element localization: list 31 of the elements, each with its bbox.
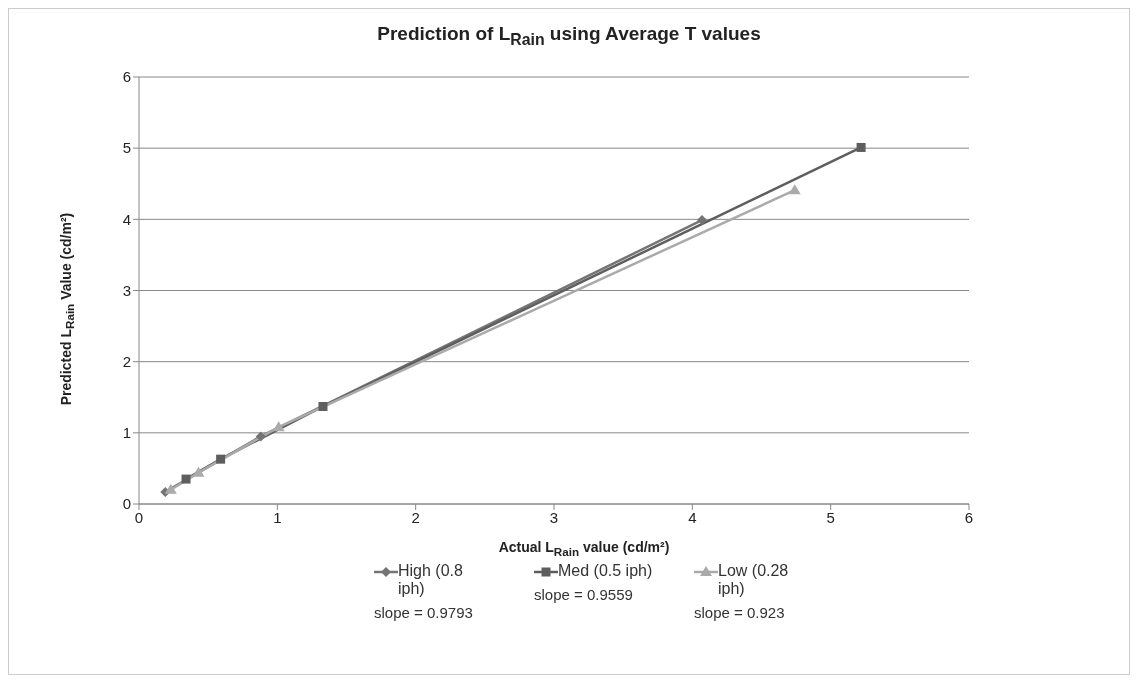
point: [272, 421, 285, 432]
x-tick-label: 5: [826, 508, 835, 526]
text: slope = 0.9793: [374, 603, 473, 621]
point: [318, 402, 328, 411]
chart-title: Prediction of L$_{Rain}$ using Average T values: [377, 23, 761, 48]
text: slope = 0.9559: [534, 585, 633, 603]
y-tick-label: 2: [122, 352, 131, 370]
point: [164, 483, 177, 494]
x-tick-label: 0: [134, 508, 144, 526]
y-tick-label: 6: [122, 68, 131, 86]
x-tick-label: 1: [273, 508, 282, 526]
y-tick-label: 0: [122, 495, 131, 513]
y-tick-label: 1: [122, 424, 131, 442]
text: slope = 0.923: [694, 603, 785, 621]
point: [856, 142, 866, 152]
x-tick-label: 6: [964, 508, 974, 526]
point: [697, 215, 708, 226]
point: [181, 474, 191, 484]
x-tick-label: 2: [411, 508, 420, 526]
y-tick-label: 4: [122, 210, 131, 228]
legend-label: High (0.8 iph): [398, 561, 464, 598]
legend-label: Med (0.5 iph): [558, 561, 653, 580]
x-tick-label: 4: [688, 508, 697, 526]
y-tick-label: 5: [122, 139, 131, 157]
x-axis-title: Actual L$_{Rain}$ value (cd/m²): [498, 539, 670, 558]
x-tick-label: 3: [549, 508, 559, 526]
y-tick-label: 3: [122, 281, 131, 299]
legend-label: Low (0.28 iph): [718, 561, 790, 598]
point: [255, 431, 266, 442]
point: [788, 184, 801, 195]
point: [216, 454, 226, 464]
